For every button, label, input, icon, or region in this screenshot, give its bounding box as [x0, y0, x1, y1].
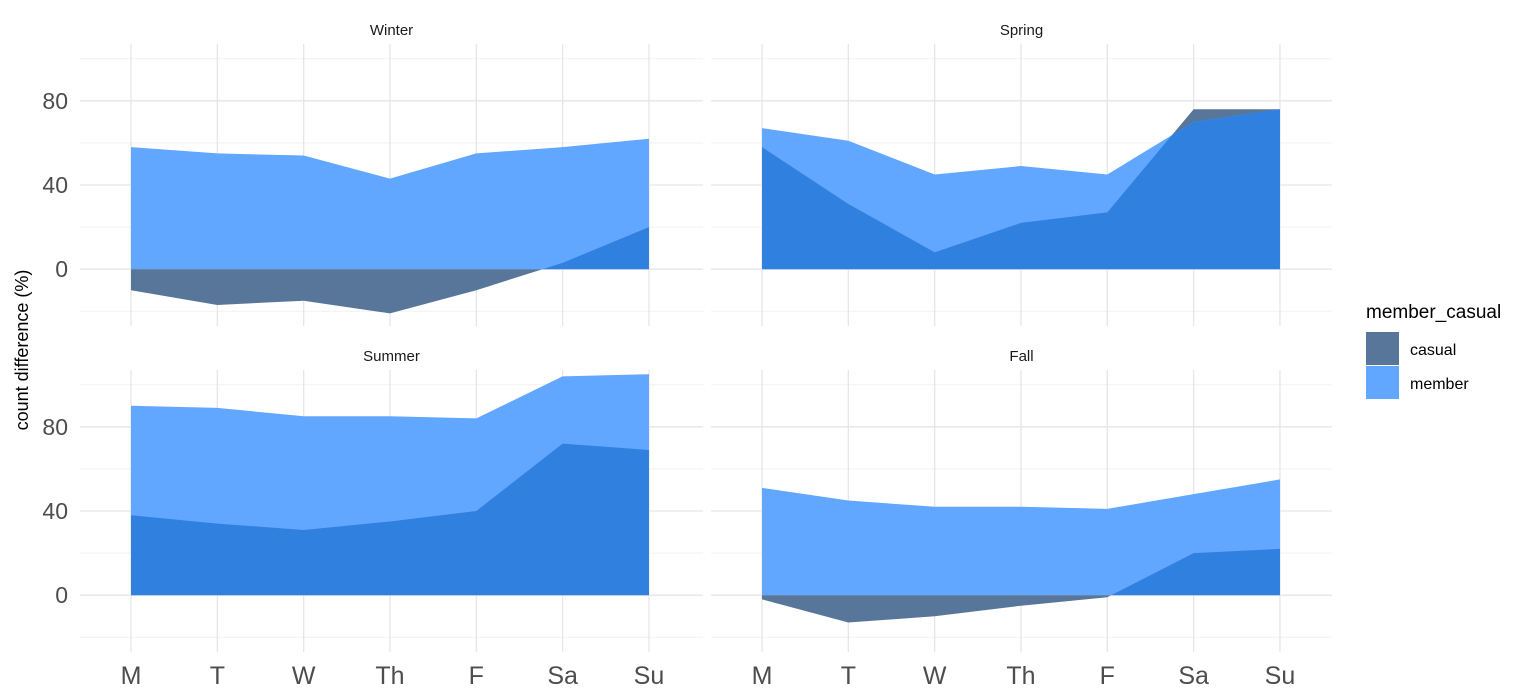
y-tick-label: 80: [42, 88, 68, 114]
x-tick-label: T: [210, 662, 225, 690]
x-tick-label: Th: [1006, 662, 1035, 690]
panel-winter: Winter 0 40 80: [42, 22, 703, 326]
legend-key-member: [1366, 366, 1399, 399]
x-tick-label: M: [752, 662, 773, 690]
legend-key-casual: [1366, 332, 1399, 365]
facet-title: Spring: [1000, 22, 1043, 39]
x-tick-label: Su: [1265, 662, 1296, 690]
legend-title: member_casual: [1366, 302, 1501, 323]
area-member: [131, 138, 649, 270]
area-overlap: [131, 443, 649, 596]
legend-label-casual: casual: [1410, 342, 1456, 359]
facet-title: Summer: [363, 348, 420, 365]
x-tick-label: W: [292, 662, 316, 690]
x-tick-label: F: [1100, 662, 1115, 690]
area-overlap: [762, 548, 1280, 596]
area-casual: [131, 227, 649, 314]
area-member: [762, 479, 1280, 596]
y-tick-label: 40: [42, 172, 68, 198]
x-tick-labels: M T W Th F Sa Su M T W Th F Sa Su: [121, 662, 1296, 690]
y-tick-label: 0: [55, 582, 68, 608]
legend-label-member: member: [1410, 376, 1469, 393]
y-tick-label: 80: [42, 414, 68, 440]
x-tick-label: Su: [634, 662, 665, 690]
legend: member_casual casual member: [1366, 302, 1501, 399]
panel-summer: Summer 0 40 80: [42, 348, 703, 652]
panel-spring: Spring: [711, 22, 1332, 326]
x-tick-label: T: [841, 662, 856, 690]
panel-fall: Fall: [711, 348, 1332, 652]
facet-title: Fall: [1009, 348, 1033, 365]
x-tick-label: F: [469, 662, 484, 690]
x-tick-label: M: [121, 662, 142, 690]
x-tick-label: Th: [375, 662, 404, 690]
y-axis-title: count difference (%): [12, 270, 32, 431]
area-casual: [762, 548, 1280, 623]
y-tick-label: 40: [42, 498, 68, 524]
area-overlap: [762, 109, 1280, 270]
x-tick-label: Sa: [1178, 662, 1209, 690]
x-tick-label: W: [923, 662, 947, 690]
panels: Winter 0 40 80 Spring Summer 0 40 80 Fall: [42, 22, 1332, 652]
area-overlap: [131, 227, 649, 270]
y-tick-label: 0: [55, 256, 68, 282]
facet-title: Winter: [370, 22, 413, 39]
x-tick-label: Sa: [547, 662, 578, 690]
